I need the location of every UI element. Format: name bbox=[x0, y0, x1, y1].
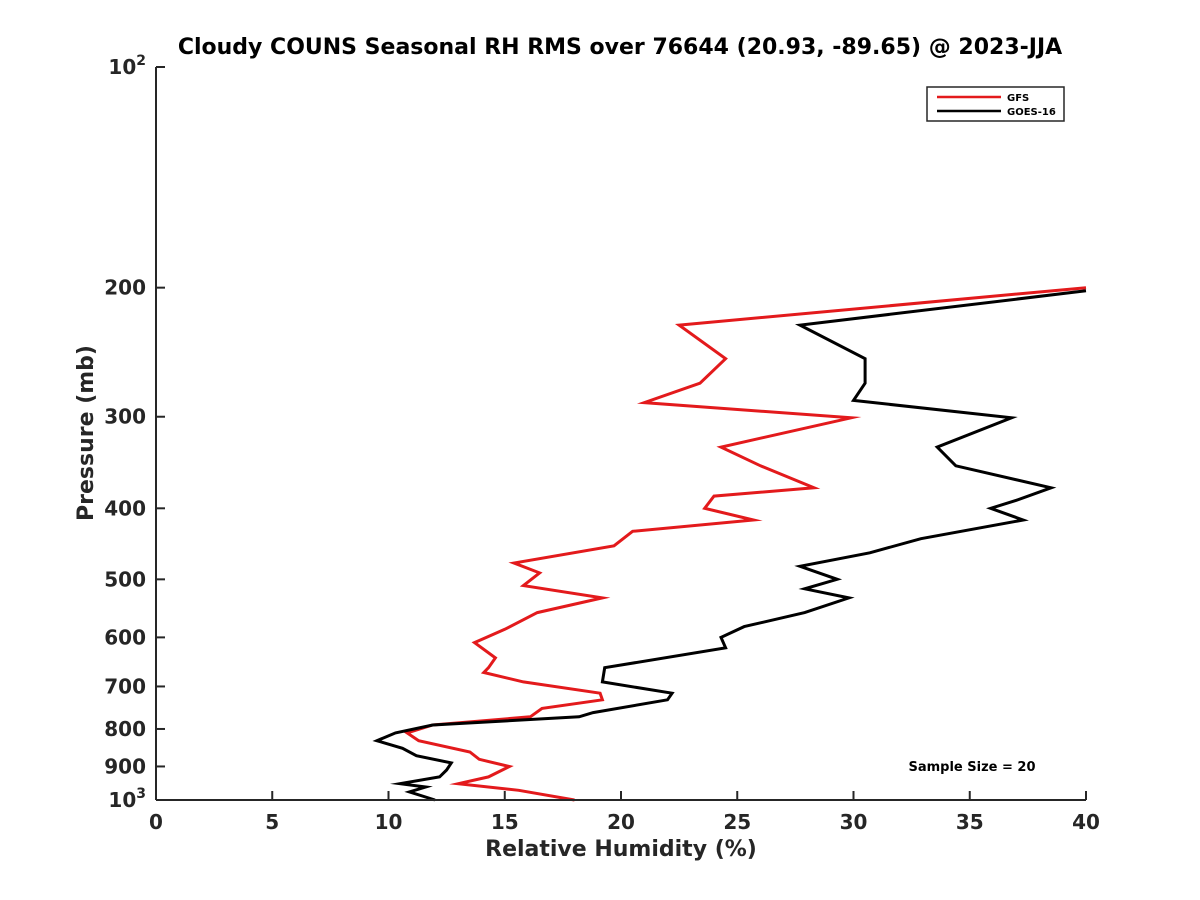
y-tick-label: 700 bbox=[104, 674, 146, 698]
x-tick-label: 10 bbox=[375, 810, 403, 834]
x-tick-label: 0 bbox=[149, 810, 163, 834]
y-tick-label: 900 bbox=[104, 754, 146, 778]
x-axis-label: Relative Humidity (%) bbox=[485, 837, 757, 862]
legend-box bbox=[926, 86, 1065, 122]
x-tick-label: 35 bbox=[956, 810, 984, 834]
legend-label-gfs: GFS bbox=[1007, 93, 1029, 104]
y-tick-label: 500 bbox=[104, 567, 146, 591]
y-tick-label: 200 bbox=[104, 276, 146, 300]
series-line-goes16 bbox=[372, 289, 1087, 802]
x-tick-label: 40 bbox=[1072, 810, 1100, 834]
y-tick-label: 103 bbox=[108, 786, 146, 812]
x-ticks: 0 5 10 15 20 25 30 35 40 bbox=[149, 791, 1100, 834]
y-tick-label: 300 bbox=[104, 405, 146, 429]
plot-lines bbox=[372, 286, 1087, 802]
y-ticks: 102 200 300 400 500 600 700 800 900 103 bbox=[104, 53, 165, 812]
series-line-gfs bbox=[403, 286, 1087, 802]
y-tick-label: 400 bbox=[104, 496, 146, 520]
y-axis-label: Pressure (mb) bbox=[74, 345, 99, 521]
x-tick-label: 5 bbox=[265, 810, 279, 834]
y-tick-label: 102 bbox=[108, 53, 146, 79]
y-tick-label: 800 bbox=[104, 717, 146, 741]
x-tick-label: 20 bbox=[607, 810, 635, 834]
x-tick-label: 25 bbox=[723, 810, 751, 834]
x-tick-label: 30 bbox=[840, 810, 868, 834]
legend: GFS GOES-16 bbox=[926, 86, 1065, 122]
chart-title: Cloudy COUNS Seasonal RH RMS over 76644 … bbox=[178, 35, 1062, 60]
y-tick-label: 600 bbox=[104, 625, 146, 649]
legend-label-goes16: GOES-16 bbox=[1007, 107, 1056, 118]
x-tick-label: 15 bbox=[491, 810, 519, 834]
sample-size-annotation: Sample Size = 20 bbox=[908, 760, 1035, 775]
